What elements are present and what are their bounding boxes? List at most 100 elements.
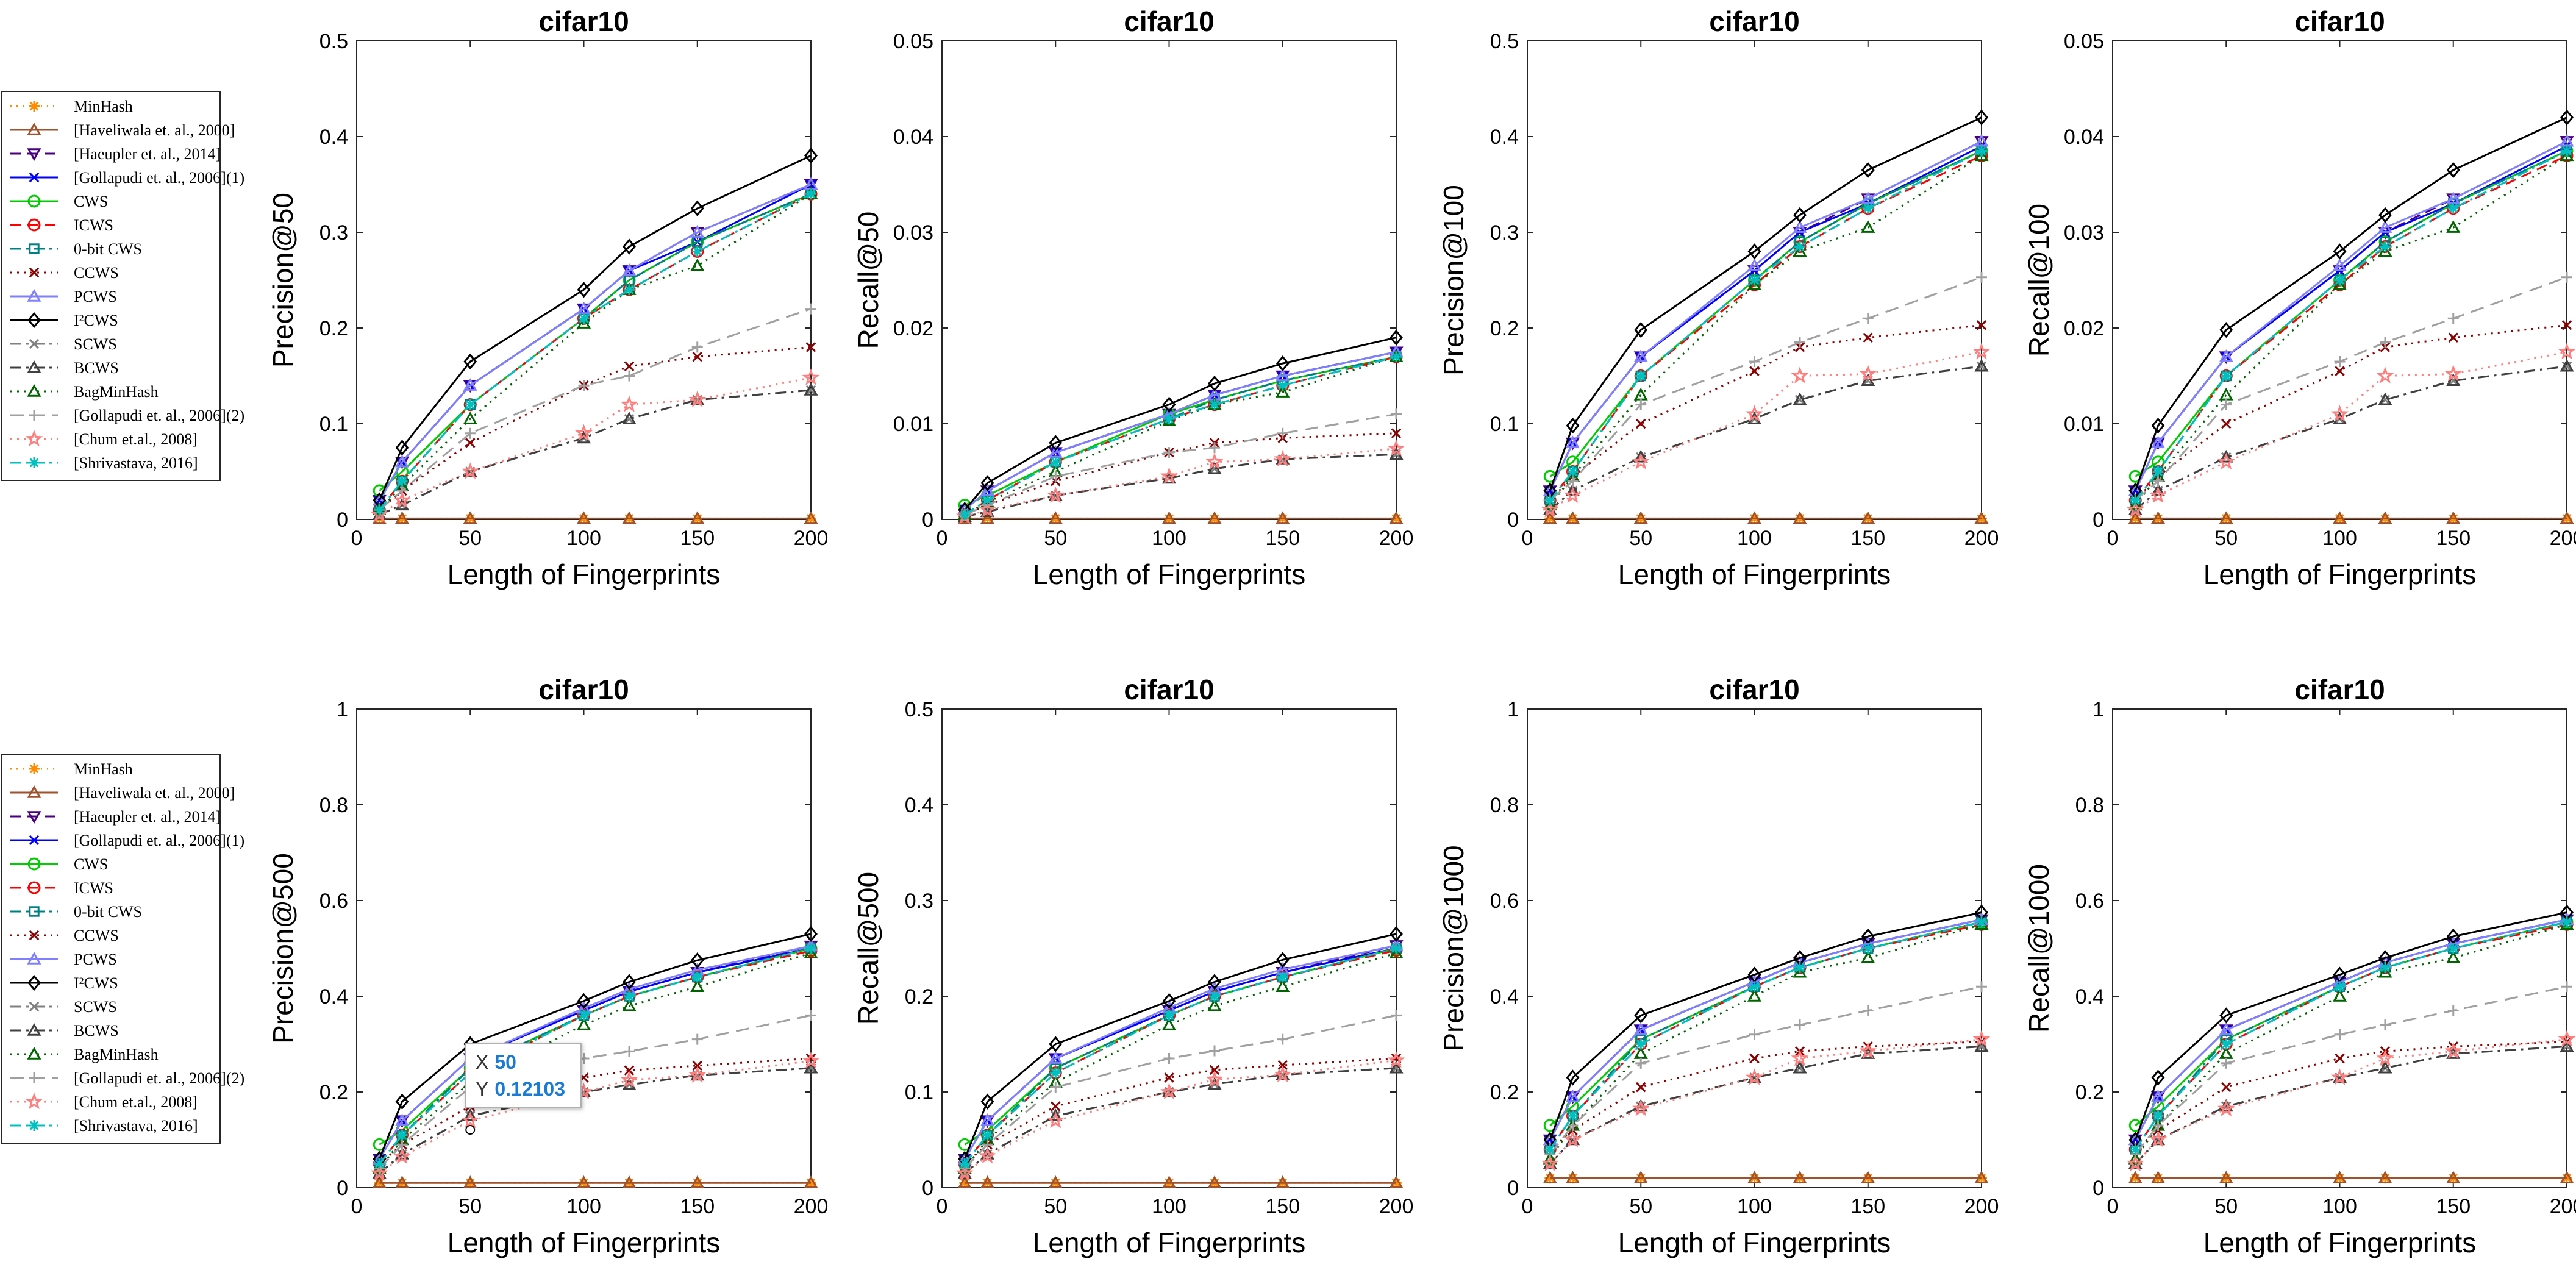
y-axis-label: Precision@50 bbox=[267, 193, 299, 368]
data-point bbox=[2221, 1057, 2232, 1069]
chart-title: cifar10 bbox=[1709, 5, 1799, 37]
data-point bbox=[370, 1164, 388, 1181]
datatip[interactable]: X 50 Y 0.12103 bbox=[465, 1043, 582, 1108]
data-point bbox=[624, 370, 635, 382]
legend-marker bbox=[29, 172, 40, 183]
legend-label: [Haeupler et. al., 2014] bbox=[74, 145, 221, 163]
data-point bbox=[1565, 1089, 1580, 1102]
data-point bbox=[2558, 1030, 2576, 1047]
data-point bbox=[2219, 511, 2233, 524]
legend-label: MinHash bbox=[74, 760, 133, 778]
data-point bbox=[1635, 1057, 1647, 1069]
data-point bbox=[1276, 452, 1290, 465]
data-point bbox=[624, 991, 635, 1002]
data-point bbox=[1749, 274, 1760, 286]
legend-label: BCWS bbox=[74, 359, 119, 377]
y-axis-label: Recall@1000 bbox=[2023, 864, 2055, 1033]
data-point bbox=[1564, 486, 1582, 503]
x-tick-label: 200 bbox=[1964, 527, 1999, 550]
legend-label: I²CWS bbox=[74, 974, 118, 992]
series-line bbox=[1549, 911, 1982, 1141]
y-tick-label: 0.8 bbox=[1490, 794, 1519, 817]
data-point bbox=[1163, 1010, 1175, 1021]
legend-marker bbox=[27, 122, 41, 135]
chart-panel-2: 0 50 100 150 200 0 0.01 0.02 0.03 0.04 0.05 cifar10… bbox=[852, 5, 1413, 590]
y-tick-label: 0.03 bbox=[2064, 221, 2104, 244]
x-tick-label: 150 bbox=[680, 527, 715, 550]
legend-label: [Gollapudi et. al., 2006](1) bbox=[74, 832, 244, 849]
data-point bbox=[463, 378, 477, 391]
data-point bbox=[1046, 486, 1065, 504]
data-point bbox=[2219, 1022, 2233, 1035]
x-axis-label: Length of Fingerprints bbox=[1033, 1227, 1306, 1258]
y-tick-label: 0.1 bbox=[1490, 413, 1519, 436]
legend-marker bbox=[29, 338, 40, 349]
data-point bbox=[1633, 1022, 1648, 1035]
data-point bbox=[2380, 337, 2391, 348]
data-point bbox=[1791, 1049, 1809, 1066]
legend-label: SCWS bbox=[74, 998, 117, 1016]
data-point bbox=[576, 511, 591, 524]
legend-label: [Shrivastava, 2016] bbox=[74, 454, 198, 472]
y-tick-label: 0.4 bbox=[905, 794, 933, 817]
legend-label: BagMinHash bbox=[74, 1046, 159, 1063]
data-point bbox=[2221, 1038, 2232, 1050]
data-point bbox=[2152, 476, 2164, 487]
data-point bbox=[1975, 109, 1988, 126]
x-axis-label: Length of Fingerprints bbox=[1033, 558, 1306, 590]
data-point bbox=[2447, 943, 2459, 954]
x-tick-label: 100 bbox=[1737, 1195, 1772, 1218]
series-line bbox=[2135, 155, 2567, 506]
x-tick-label: 50 bbox=[1044, 1195, 1067, 1218]
data-point bbox=[1794, 241, 1805, 252]
data-point bbox=[959, 1177, 971, 1189]
chart-title: cifar10 bbox=[1124, 674, 1214, 705]
data-point bbox=[1543, 1171, 1557, 1183]
datatip-x-value: 50 bbox=[494, 1051, 516, 1073]
datatip-y-key: Y bbox=[476, 1078, 489, 1100]
data-point bbox=[2331, 405, 2349, 422]
data-point bbox=[1046, 1111, 1065, 1129]
data-point bbox=[1162, 396, 1176, 413]
data-point bbox=[1634, 321, 1648, 338]
chart-panel-4: 0 50 100 150 200 0 0.01 0.02 0.03 0.04 0.05 cifar10… bbox=[2023, 5, 2576, 590]
data-point bbox=[2150, 1089, 2166, 1102]
data-point bbox=[1161, 413, 1177, 426]
data-point bbox=[1050, 456, 1061, 468]
data-point bbox=[805, 188, 816, 200]
data-point bbox=[622, 412, 637, 424]
y-tick-label: 0.03 bbox=[893, 221, 933, 244]
data-point bbox=[1543, 511, 1557, 524]
data-point bbox=[2560, 511, 2574, 524]
data-point bbox=[2447, 202, 2459, 214]
data-point bbox=[2332, 277, 2347, 291]
series-[Shrivastava, 2016] bbox=[2130, 145, 2572, 506]
x-axis-label: Length of Fingerprints bbox=[2203, 1227, 2477, 1258]
data-point bbox=[374, 1158, 385, 1169]
x-axis-label: Length of Fingerprints bbox=[1618, 1227, 1891, 1258]
y-tick-label: 0.02 bbox=[893, 317, 933, 340]
data-point bbox=[2376, 1049, 2394, 1066]
data-point bbox=[1794, 1019, 1805, 1031]
y-tick-label: 0 bbox=[337, 508, 348, 532]
data-point bbox=[1633, 1171, 1648, 1183]
data-point bbox=[2130, 1172, 2141, 1184]
x-tick-label: 50 bbox=[458, 527, 482, 550]
data-point bbox=[1048, 488, 1063, 501]
data-point bbox=[2332, 258, 2347, 271]
series-I²CWS bbox=[958, 926, 1403, 1168]
x-tick-label: 50 bbox=[2214, 527, 2238, 550]
data-point bbox=[2130, 494, 2141, 506]
y-tick-label: 0.2 bbox=[319, 317, 348, 340]
series-line bbox=[964, 355, 1397, 516]
data-point bbox=[690, 979, 705, 992]
y-tick-label: 0.2 bbox=[905, 985, 933, 1008]
data-point bbox=[2444, 365, 2463, 382]
data-point bbox=[690, 1175, 705, 1188]
data-point bbox=[1859, 1042, 1877, 1059]
data-point bbox=[370, 505, 388, 523]
legend-entry: BCWS bbox=[10, 359, 119, 377]
data-point bbox=[691, 971, 703, 983]
data-point bbox=[1163, 447, 1175, 458]
